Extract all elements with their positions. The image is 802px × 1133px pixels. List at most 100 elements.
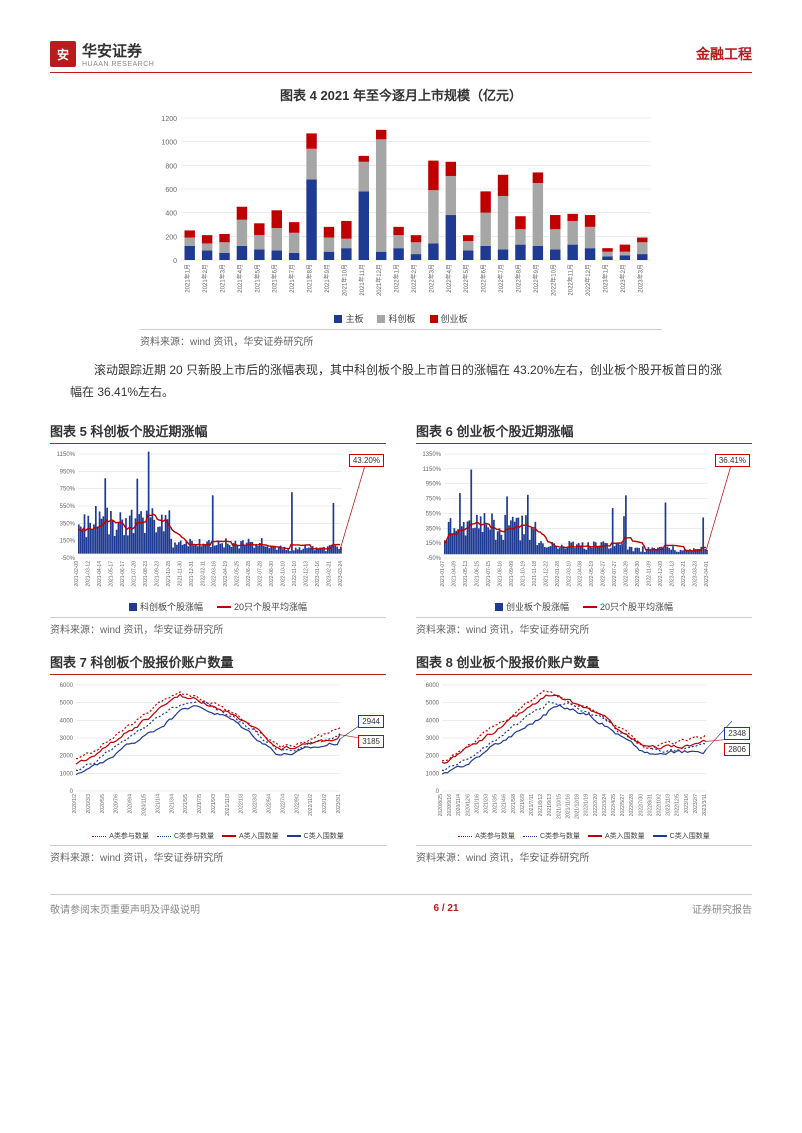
svg-text:2022/7/30: 2022/7/30 xyxy=(638,794,644,816)
svg-text:2021/6/9: 2021/6/9 xyxy=(520,794,526,814)
svg-text:2021-08-16: 2021-08-16 xyxy=(497,561,503,587)
svg-text:2022/5/27: 2022/5/27 xyxy=(620,794,626,816)
chart6-source: 资料来源：wind 资讯，华安证券研究所 xyxy=(416,617,752,636)
svg-text:2023-02-21: 2023-02-21 xyxy=(681,561,687,587)
svg-text:2022/11/3: 2022/11/3 xyxy=(666,794,672,816)
svg-text:2022/12/5: 2022/12/5 xyxy=(675,794,681,816)
svg-text:2021年1月: 2021年1月 xyxy=(184,264,192,293)
svg-text:2022-06-27: 2022-06-27 xyxy=(601,561,607,587)
svg-text:6000: 6000 xyxy=(426,683,440,689)
svg-text:2021/8/12: 2021/8/12 xyxy=(538,794,544,816)
svg-text:2022/3/24: 2022/3/24 xyxy=(602,794,608,816)
chart7-lines: 01000200030004000500060002020/1/22020/3/… xyxy=(50,679,370,829)
page-footer: 敬请参阅末页重要声明及评级说明 6 / 21 证券研究报告 xyxy=(50,894,752,916)
svg-text:2021/5/8: 2021/5/8 xyxy=(511,794,517,814)
legend-item-main: 主板 xyxy=(334,312,363,325)
svg-text:2022/8/31: 2022/8/31 xyxy=(647,794,653,816)
svg-text:6000: 6000 xyxy=(60,683,74,689)
svg-text:2021/11/16: 2021/11/16 xyxy=(565,794,571,819)
svg-text:2020/11/5: 2020/11/5 xyxy=(141,794,147,816)
svg-text:2022年7月: 2022年7月 xyxy=(497,264,505,293)
footer-pagenum: 6 / 21 xyxy=(433,903,458,914)
svg-text:200: 200 xyxy=(165,234,177,241)
svg-text:2021-11-30: 2021-11-30 xyxy=(177,561,183,586)
svg-text:2022/3/3: 2022/3/3 xyxy=(253,794,259,814)
svg-text:2021-04-09: 2021-04-09 xyxy=(451,561,457,587)
svg-text:2021-10-28: 2021-10-28 xyxy=(166,561,172,587)
svg-text:550%: 550% xyxy=(426,512,442,518)
legend-item-star: 科创板 xyxy=(377,312,415,325)
svg-text:2021年8月: 2021年8月 xyxy=(306,264,314,293)
svg-text:2022年4月: 2022年4月 xyxy=(445,264,453,293)
svg-text:2021/1/6: 2021/1/6 xyxy=(474,794,480,814)
svg-text:2022-07-28: 2022-07-28 xyxy=(258,561,264,587)
svg-text:4000: 4000 xyxy=(60,719,74,725)
chart6-title: 图表 6 创业板个股近期涨幅 xyxy=(416,421,752,444)
svg-text:2021-08-23: 2021-08-23 xyxy=(143,561,149,587)
svg-text:2023年3月: 2023年3月 xyxy=(636,264,644,293)
svg-text:2021年3月: 2021年3月 xyxy=(219,264,227,293)
svg-text:2020/5/5: 2020/5/5 xyxy=(100,794,106,814)
c8-leg-a-part: A类参与数量 xyxy=(458,831,515,841)
svg-text:2021-06-15: 2021-06-15 xyxy=(474,561,480,587)
chart5-legend-bar: 科创板个股涨幅 xyxy=(129,600,203,613)
chart8-source: 资料来源：wind 资讯，华安证券研究所 xyxy=(416,845,752,864)
svg-text:2023年2月: 2023年2月 xyxy=(619,264,627,293)
svg-text:2022年5月: 2022年5月 xyxy=(462,264,470,293)
svg-text:2021-07-15: 2021-07-15 xyxy=(486,561,492,587)
svg-text:2022/5/4: 2022/5/4 xyxy=(267,794,273,814)
footer-right: 证券研究报告 xyxy=(692,901,752,916)
c8-leg-c-in: C类入围数量 xyxy=(653,831,710,841)
svg-text:2021-06-17: 2021-06-17 xyxy=(120,561,126,587)
svg-text:0: 0 xyxy=(173,258,177,265)
c8-leg-c-part: C类参与数量 xyxy=(523,831,580,841)
chart5-col: 图表 5 科创板个股近期涨幅 -50%150%350%550%750%950%1… xyxy=(50,415,386,646)
svg-text:2021/1/4: 2021/1/4 xyxy=(155,794,161,814)
svg-text:2000: 2000 xyxy=(426,754,440,760)
svg-text:2022-06-28: 2022-06-28 xyxy=(246,561,252,587)
svg-text:2020/3/3: 2020/3/3 xyxy=(86,794,92,814)
svg-text:2021-07-20: 2021-07-20 xyxy=(131,561,137,587)
svg-text:2020/8/25: 2020/8/25 xyxy=(438,794,444,816)
svg-text:2022/1/3: 2022/1/3 xyxy=(239,794,245,814)
svg-text:2021-09-23: 2021-09-23 xyxy=(154,561,160,587)
svg-text:2021/4/6: 2021/4/6 xyxy=(502,794,508,814)
svg-text:2023/1/6: 2023/1/6 xyxy=(684,794,690,814)
svg-text:2022年1月: 2022年1月 xyxy=(393,264,401,293)
svg-text:2022-10-10: 2022-10-10 xyxy=(281,561,287,587)
svg-text:2021/7/5: 2021/7/5 xyxy=(197,794,203,814)
body-paragraph: 滚动跟踪近期 20 只新股上市后的涨幅表现，其中科创板个股上市首日的涨幅在 43… xyxy=(50,360,752,403)
svg-text:2021-10-19: 2021-10-19 xyxy=(520,561,526,587)
svg-text:2022-12-09: 2022-12-09 xyxy=(658,561,664,587)
svg-text:2020/12/6: 2020/12/6 xyxy=(465,794,471,816)
svg-text:950%: 950% xyxy=(426,482,442,488)
svg-text:2000: 2000 xyxy=(60,754,74,760)
svg-text:2021-03-12: 2021-03-12 xyxy=(85,561,91,587)
svg-text:2022-08-29: 2022-08-29 xyxy=(624,561,630,587)
svg-text:2020/1/2: 2020/1/2 xyxy=(72,794,78,814)
svg-text:2023-01-16: 2023-01-16 xyxy=(315,561,321,587)
svg-text:3000: 3000 xyxy=(60,736,74,742)
svg-text:2021/11/3: 2021/11/3 xyxy=(225,794,231,816)
svg-text:400: 400 xyxy=(165,211,177,218)
company-name-en: HUAAN RESEARCH xyxy=(82,61,154,68)
chart5-barline: -50%150%350%550%750%950%1150%2021-02-092… xyxy=(50,448,370,598)
svg-text:2021年6月: 2021年6月 xyxy=(271,264,279,293)
chart6-col: 图表 6 创业板个股近期涨幅 -50%150%350%550%750%950%1… xyxy=(416,415,752,646)
svg-text:2022年6月: 2022年6月 xyxy=(480,264,488,293)
svg-text:2022-07-27: 2022-07-27 xyxy=(612,561,618,587)
svg-text:2021年9月: 2021年9月 xyxy=(323,264,331,293)
chart8-title: 图表 8 创业板个股报价账户数量 xyxy=(416,652,752,675)
svg-text:2021-12-31: 2021-12-31 xyxy=(189,561,195,587)
svg-text:2023-03-24: 2023-03-24 xyxy=(338,561,344,587)
svg-text:2021/5/5: 2021/5/5 xyxy=(183,794,189,814)
svg-text:2022-08-30: 2022-08-30 xyxy=(269,561,275,587)
chart7-callout2: 3185 xyxy=(358,735,384,748)
svg-text:2022年11月: 2022年11月 xyxy=(567,264,575,296)
chart4-stacked-bar: 0200400600800100012002021年1月2021年2月2021年… xyxy=(141,110,661,310)
svg-text:2022/10/2: 2022/10/2 xyxy=(656,794,662,816)
svg-text:2021-11-18: 2021-11-18 xyxy=(532,561,538,586)
svg-text:2023-02-21: 2023-02-21 xyxy=(327,561,333,587)
svg-text:1000: 1000 xyxy=(60,772,74,778)
svg-text:2022年2月: 2022年2月 xyxy=(410,264,418,293)
